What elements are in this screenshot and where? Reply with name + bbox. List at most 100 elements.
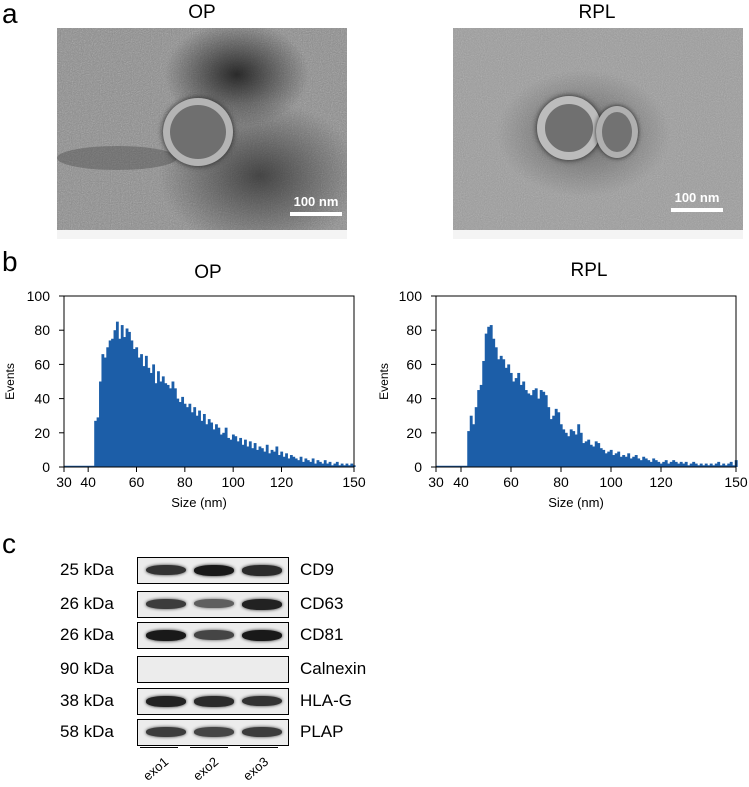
molecular-weight-label: 58 kDa [60, 722, 114, 741]
histogram-bar [564, 432, 568, 467]
histogram-bar [577, 424, 581, 467]
histogram-bar [144, 355, 148, 467]
histogram-bar [140, 354, 143, 467]
histogram-bar [607, 451, 611, 467]
x-tick-label: 100 [221, 474, 245, 490]
vesicle [596, 106, 638, 158]
histogram-bar [517, 372, 521, 467]
histogram-bar [241, 444, 245, 467]
histogram-bar [692, 461, 696, 467]
histogram-bar [280, 451, 284, 467]
histogram-bar [318, 461, 322, 467]
histogram-bar [547, 407, 551, 467]
histogram-bar [672, 460, 676, 467]
tem-footer [453, 230, 743, 239]
blot-band [146, 565, 186, 576]
y-tick-label: 100 [27, 288, 51, 304]
histogram-bar [173, 388, 177, 467]
histogram-bar [96, 417, 100, 467]
histogram-bar [527, 393, 531, 467]
x-axis-label: Size (nm) [171, 495, 227, 510]
histogram-bar [474, 407, 478, 467]
histogram-bar [120, 325, 124, 467]
scale-bar [671, 208, 723, 212]
histogram-bar [657, 461, 661, 467]
blot-band [242, 565, 282, 576]
histogram-bar [524, 390, 528, 467]
y-tick-label: 40 [34, 391, 50, 407]
y-tick-label: 20 [34, 425, 50, 441]
x-tick-label: 120 [270, 474, 294, 490]
histogram-bar [642, 456, 646, 467]
lane-label: exo1 [140, 753, 172, 784]
blot-band [194, 727, 234, 737]
histogram-bar [108, 340, 112, 467]
y-tick-label: 40 [406, 391, 422, 407]
histogram-bar [649, 461, 653, 467]
molecular-weight-label: 90 kDa [60, 659, 114, 678]
histogram-op: 0 20 40 60 80 100 30 40 60 80 100 120 150 Size (nm) Ev… [3, 288, 366, 510]
x-tick-label: 30 [56, 474, 72, 490]
histogram-bar [323, 460, 327, 467]
histogram-bar [302, 461, 305, 467]
histogram-bar [229, 439, 233, 467]
histogram-bar [574, 434, 578, 467]
histogram-bar [99, 381, 102, 467]
histogram-bar [335, 461, 339, 467]
histogram-bar [183, 403, 187, 467]
histogram-bar [195, 415, 199, 467]
histogram-bar [599, 448, 603, 467]
histogram-bar [149, 372, 153, 467]
histogram-bar [321, 463, 325, 467]
histogram-bar [582, 443, 586, 467]
histogram-bar [219, 434, 223, 467]
histogram-bar [118, 338, 122, 467]
histogram-bar [534, 388, 538, 467]
histogram-bar [529, 395, 533, 467]
blot-band [194, 630, 234, 640]
histogram-bar [609, 449, 613, 467]
histogram-bar [487, 326, 491, 467]
histogram-bar [275, 446, 279, 467]
histogram-bar [647, 460, 651, 467]
histogram-bar [350, 463, 354, 467]
histogram-bar [157, 371, 160, 467]
molecular-weight-label: 38 kDa [60, 691, 114, 710]
protein-label: CD9 [300, 560, 335, 579]
histogram-bar [504, 367, 508, 467]
histogram-bar [542, 391, 546, 467]
histogram-bar [166, 384, 170, 467]
histogram-bar [532, 390, 536, 467]
histogram-bar [659, 463, 663, 467]
molecular-weight-label: 25 kDa [60, 560, 114, 579]
histogram-bar [101, 354, 105, 467]
histogram-bar [559, 424, 563, 467]
y-tick-label: 0 [42, 459, 50, 475]
histogram-bar [594, 441, 598, 467]
histogram-bar [128, 331, 131, 467]
histogram-bar [137, 357, 141, 467]
histogram-bar [178, 402, 182, 467]
histogram-bar [509, 372, 513, 467]
histogram-bar [627, 453, 631, 467]
scale-bar-label: 100 nm [674, 190, 720, 205]
histogram-bar [304, 458, 308, 467]
lane-label: exo2 [190, 753, 222, 784]
histogram-bar [265, 444, 269, 467]
x-tick-label: 40 [80, 474, 96, 490]
histogram-bar [222, 432, 226, 467]
histogram-bar [227, 437, 230, 467]
histogram-bar [694, 463, 698, 467]
histogram-bar [727, 463, 731, 467]
molecular-weight-label: 26 kDa [60, 625, 114, 644]
histogram-bar [662, 461, 666, 467]
blot-band [242, 599, 282, 610]
histogram-bar [494, 347, 498, 467]
histogram-bar [714, 463, 718, 467]
histogram-bar [614, 453, 618, 467]
histogram-bar [467, 431, 471, 467]
histogram-bar [207, 419, 211, 467]
blot-strip [137, 557, 289, 584]
histogram-bar [482, 360, 486, 467]
histogram-bar [186, 407, 189, 467]
